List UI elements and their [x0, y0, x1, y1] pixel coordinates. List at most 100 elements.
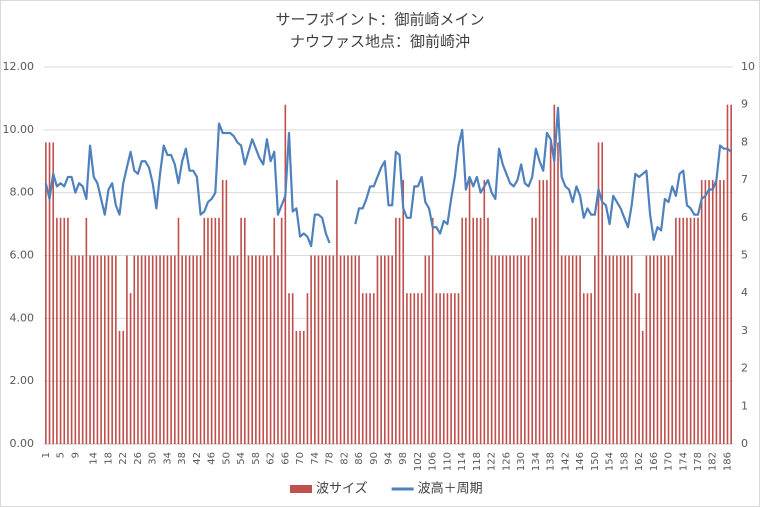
line	[44, 106, 732, 248]
x-tick-label: 18	[103, 452, 114, 465]
bar	[722, 180, 725, 444]
y2-tick-label: 5	[741, 249, 748, 262]
bar	[155, 255, 158, 444]
bar	[56, 217, 58, 444]
bar	[103, 255, 106, 444]
bar	[461, 217, 464, 444]
bar	[236, 255, 239, 444]
bar	[365, 293, 368, 444]
bar	[715, 180, 718, 444]
x-tick-label: 138	[546, 452, 557, 471]
bar	[608, 255, 611, 444]
bar	[74, 255, 77, 444]
bar	[483, 180, 486, 444]
x-tick-label: 5	[56, 452, 67, 458]
bar	[575, 255, 578, 444]
x-tick-label: 182	[708, 452, 719, 471]
y2-tick-label: 3	[741, 324, 748, 337]
bar	[697, 217, 699, 444]
bar	[479, 217, 482, 444]
bar	[347, 255, 349, 444]
x-tick-label: 98	[398, 452, 409, 465]
bar	[302, 330, 305, 444]
bar	[280, 217, 283, 444]
bar	[402, 180, 405, 444]
bar	[678, 217, 681, 444]
bar	[711, 180, 714, 444]
x-tick-label: 42	[192, 452, 203, 465]
x-tick-label: 158	[619, 452, 630, 471]
bar	[686, 217, 688, 444]
x-tick-label: 78	[325, 452, 336, 465]
bar	[45, 142, 47, 444]
y-tick-label: 10.00	[3, 123, 35, 136]
bar	[582, 293, 585, 444]
bar	[605, 255, 607, 444]
bar	[450, 293, 452, 444]
bar	[494, 255, 497, 444]
bar	[221, 180, 224, 444]
bar	[332, 255, 335, 444]
y-tick-label: 8.00	[10, 186, 35, 199]
bar	[597, 142, 600, 444]
bar	[442, 293, 445, 444]
x-tick-label: 50	[221, 452, 232, 465]
x-tick-label: 142	[560, 452, 571, 471]
y2-tick-label: 0	[741, 437, 748, 450]
y-tick-label: 0.00	[10, 437, 35, 450]
bar	[594, 255, 596, 444]
bar	[133, 255, 136, 444]
bar	[424, 255, 427, 444]
bar	[255, 255, 257, 444]
bar	[520, 255, 522, 444]
bar	[85, 217, 88, 444]
bar	[89, 255, 91, 444]
bar	[376, 255, 379, 444]
bar	[192, 255, 195, 444]
bar	[524, 255, 526, 444]
x-tick-label: 14	[89, 452, 100, 465]
x-tick-label: 134	[531, 452, 542, 471]
bar	[181, 255, 183, 444]
bar	[516, 255, 519, 444]
bar	[291, 293, 294, 444]
bar	[218, 217, 220, 444]
bar	[277, 255, 279, 444]
bar	[468, 180, 471, 444]
bar	[313, 255, 316, 444]
bar	[535, 217, 537, 444]
bar	[487, 217, 489, 444]
bar	[553, 104, 556, 444]
bar	[664, 255, 666, 444]
bar	[549, 142, 552, 444]
x-tick-label: 110	[442, 452, 453, 471]
bar	[638, 293, 640, 444]
bar	[269, 255, 272, 444]
bar	[579, 255, 581, 444]
bar	[612, 255, 615, 444]
bar	[431, 217, 434, 444]
bar	[262, 255, 265, 444]
x-tick-label: 22	[118, 452, 129, 465]
bar	[406, 293, 408, 444]
bar	[719, 180, 721, 444]
bar	[137, 255, 139, 444]
bar	[343, 255, 346, 444]
y-tick-label: 6.00	[10, 249, 35, 262]
bar	[203, 217, 206, 444]
bar	[229, 255, 231, 444]
y2-tick-label: 1	[741, 399, 748, 412]
x-tick-label: 58	[251, 452, 262, 465]
bar	[321, 255, 323, 444]
bar	[243, 217, 246, 444]
x-tick-label: 150	[590, 452, 601, 471]
bar	[730, 104, 732, 444]
bar	[505, 255, 508, 444]
bar	[306, 293, 309, 444]
bar	[144, 255, 147, 444]
x-tick-label: 74	[310, 452, 321, 465]
x-tick-label: 174	[678, 452, 689, 471]
bar	[465, 217, 467, 444]
bar	[122, 330, 125, 444]
